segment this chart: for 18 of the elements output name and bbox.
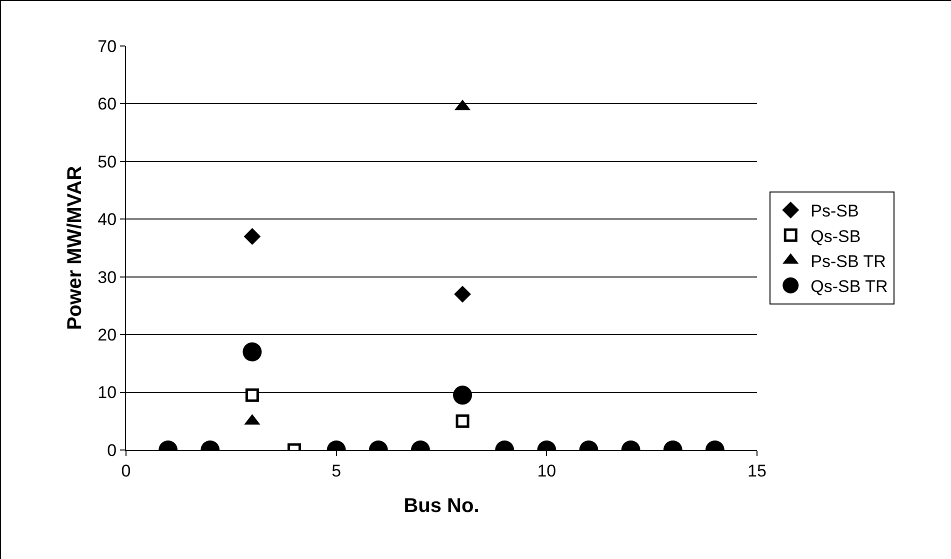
y-tick-label: 20 bbox=[98, 326, 117, 345]
legend-label: Qs-SB bbox=[810, 226, 861, 246]
x-tick-label: 10 bbox=[537, 461, 556, 480]
legend-label: Ps-SB bbox=[810, 202, 859, 221]
legend-label: Ps-SB TR bbox=[810, 252, 886, 271]
y-tick-label: 10 bbox=[98, 383, 117, 402]
x-tick-label: 0 bbox=[121, 461, 131, 480]
y-tick-label: 50 bbox=[98, 152, 117, 172]
x-tick-label: 5 bbox=[332, 461, 342, 480]
y-tick-label: 60 bbox=[98, 94, 117, 114]
y-tick-label: 70 bbox=[98, 36, 117, 56]
x-axis-title: Bus No. bbox=[404, 494, 480, 517]
y-tick-label: 40 bbox=[98, 210, 117, 230]
y-tick-label: 0 bbox=[107, 440, 117, 460]
x-tick-label: 15 bbox=[748, 461, 766, 480]
legend-label: Qs-SB TR bbox=[810, 276, 888, 296]
y-axis-title: Power MW/MVAR bbox=[64, 165, 86, 330]
y-tick-label: 30 bbox=[98, 268, 117, 287]
